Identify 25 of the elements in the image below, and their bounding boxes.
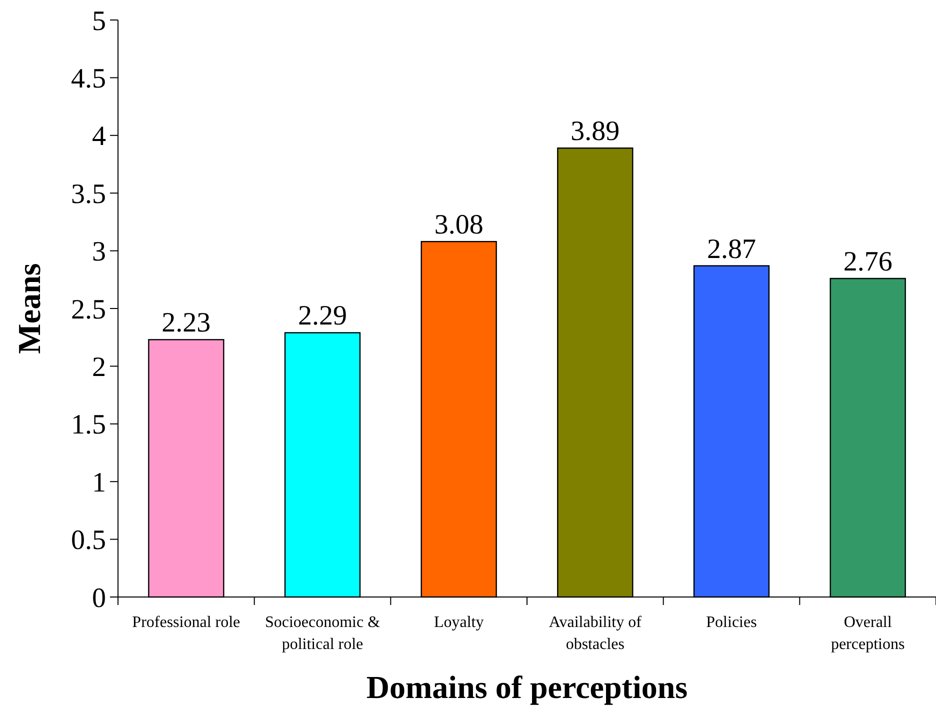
x-tick-label: Policies [706, 614, 757, 631]
x-tick-label: Availability of obstacles [548, 614, 642, 653]
y-tick-label: 3 [92, 236, 106, 268]
data-label: 3.08 [434, 210, 484, 241]
data-label: 2.76 [843, 246, 892, 278]
y-tick-label: 4.5 [71, 64, 106, 94]
x-tick-label: Overall perceptions [830, 614, 905, 653]
y-tick-label: 5 [92, 6, 106, 37]
y-tick-label: 1.5 [71, 410, 106, 441]
data-label: 2.87 [707, 234, 756, 265]
y-tick-label: 2 [92, 352, 106, 383]
y-axis-title: Means [11, 263, 47, 354]
y-tick-label: 0 [92, 582, 106, 614]
x-tick-label: Professional role [132, 614, 240, 631]
x-tick-label: Loyalty [434, 614, 484, 631]
y-tick-label: 2.5 [71, 294, 106, 326]
x-tick-label: Socioeconomic & political role [264, 614, 381, 653]
y-tick-label: 3.5 [71, 178, 106, 210]
y-tick-label: 1 [92, 467, 106, 498]
y-tick-label: 4 [92, 121, 106, 152]
data-label: 3.89 [570, 116, 620, 148]
data-label: 2.23 [162, 308, 211, 339]
data-label: 2.29 [298, 300, 347, 332]
x-axis-title: Domains of perceptions [366, 669, 688, 705]
y-tick-label: 0.5 [71, 525, 106, 556]
